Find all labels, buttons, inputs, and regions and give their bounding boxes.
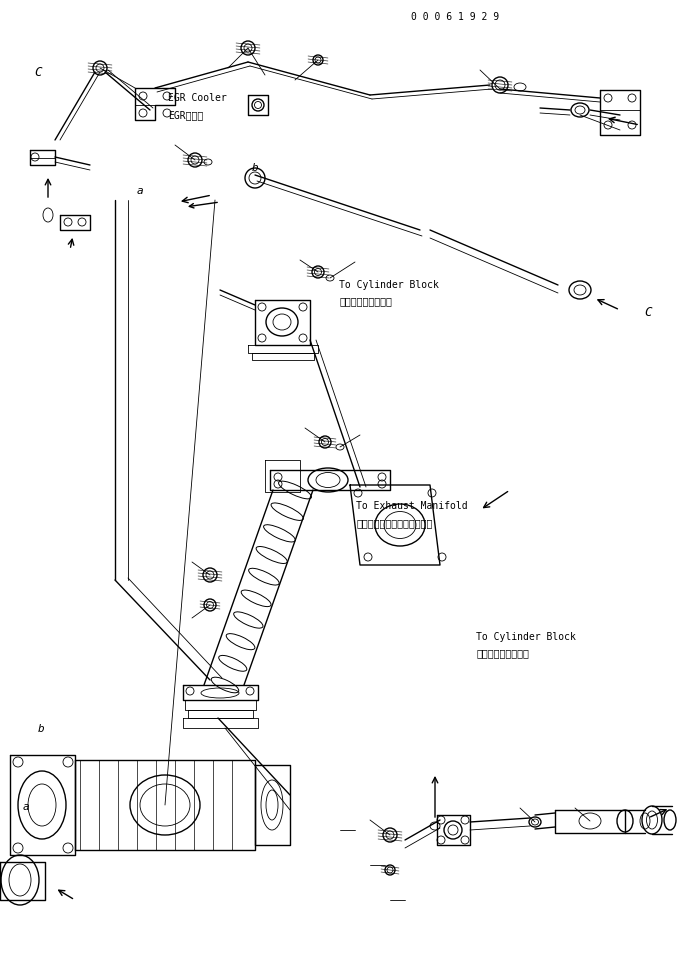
Text: a: a <box>137 187 144 196</box>
Text: b: b <box>38 724 45 734</box>
Text: エキゾーストマニホールドへ: エキゾーストマニホールドへ <box>356 518 432 528</box>
Text: EGRクーラ: EGRクーラ <box>168 110 203 120</box>
Text: シリンダブロックへ: シリンダブロックへ <box>476 648 529 658</box>
Text: a: a <box>23 802 29 812</box>
Text: C: C <box>644 305 651 319</box>
Text: 0 0 0 6 1 9 2 9: 0 0 0 6 1 9 2 9 <box>411 13 499 22</box>
Text: C: C <box>34 66 42 80</box>
Text: To Cylinder Block: To Cylinder Block <box>476 632 576 642</box>
Text: EGR Cooler: EGR Cooler <box>168 93 227 103</box>
Text: b: b <box>252 163 259 173</box>
Text: To Exhaust Manifold: To Exhaust Manifold <box>356 502 468 511</box>
Text: To Cylinder Block: To Cylinder Block <box>339 280 439 290</box>
Text: シリンダブロックへ: シリンダブロックへ <box>339 296 392 306</box>
